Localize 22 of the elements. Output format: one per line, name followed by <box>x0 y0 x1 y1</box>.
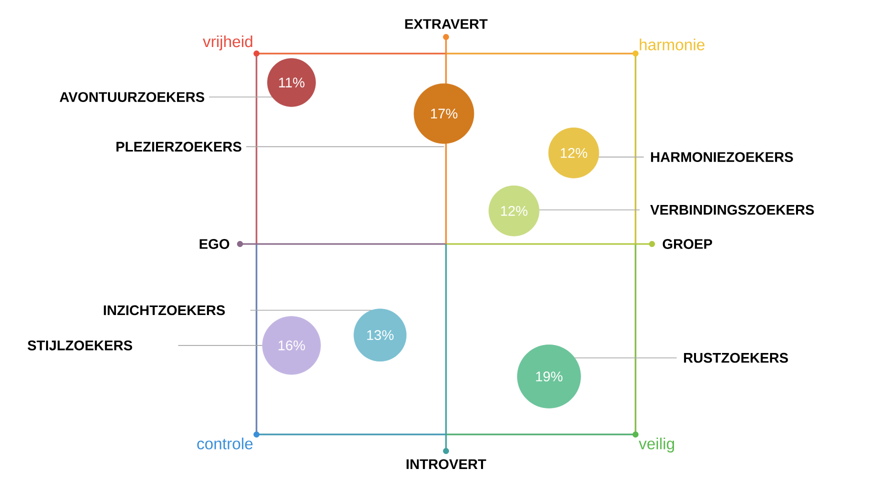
category-label: PLEZIERZOEKERS <box>116 142 242 152</box>
text: harmonie <box>640 38 704 50</box>
text: GROEP <box>662 239 712 249</box>
text: controle <box>197 438 253 450</box>
text: veilig <box>638 438 674 453</box>
category-label: RUSTZOEKERS <box>684 352 788 363</box>
category-label: INZICHTZOEKERS <box>104 305 225 316</box>
data-label: 16% <box>278 340 305 350</box>
data-label: 11% <box>279 78 304 88</box>
category-label: AVONTUURZOEKERS <box>60 92 204 102</box>
category-label: HARMONIEZOEKERS <box>651 152 793 162</box>
data-label: 17% <box>431 108 458 118</box>
text: INTROVERT <box>406 459 486 470</box>
data-label: 12% <box>501 206 528 216</box>
text: EXTRAVERT <box>405 19 488 29</box>
data-label: 19% <box>536 372 562 382</box>
text: EGO <box>200 239 230 249</box>
text: vrijheid <box>202 36 252 50</box>
data-label: 13% <box>367 330 394 340</box>
data-label: 12% <box>560 148 588 158</box>
category-label: STIJLZOEKERS <box>28 340 132 350</box>
category-label: VERBINDINGSZOEKERS <box>650 204 814 215</box>
